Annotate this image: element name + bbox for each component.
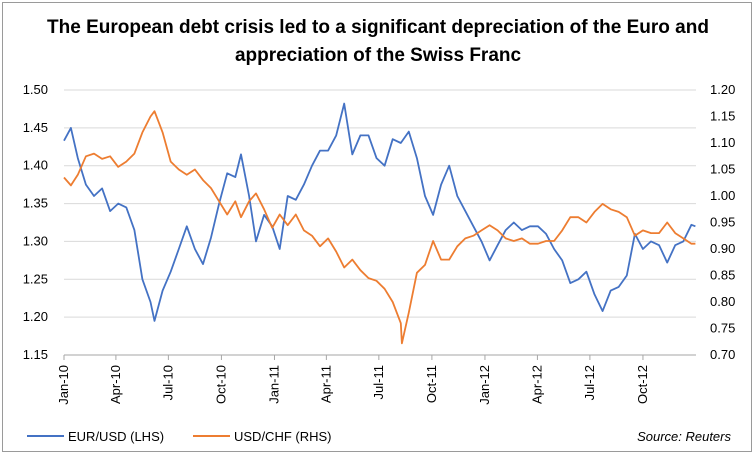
right-tick-label: 1.10: [710, 135, 735, 150]
legend-label-usdchf: USD/CHF (RHS): [234, 429, 332, 444]
x-tick-label: Oct-12: [635, 365, 650, 404]
x-tick-label: Apr-11: [318, 365, 333, 403]
left-tick-label: 1.25: [23, 271, 48, 286]
source-note: Source: Reuters: [637, 429, 731, 444]
left-tick-label: 1.20: [23, 309, 48, 324]
right-tick-label: 0.90: [710, 241, 735, 256]
series-layer: [63, 102, 696, 345]
right-axis-ticks: 0.70 0.75 0.80 0.85 0.90 0.95 1.00 1.05 1.10 1.15…: [710, 82, 735, 362]
chart-frame: [2, 2, 752, 452]
legend-label-eurusd: EUR/USD (LHS): [68, 429, 164, 444]
x-tick-label: Jan-11: [266, 365, 281, 404]
x-tick-label: Jul-10: [160, 365, 175, 400]
right-tick-label: 1.20: [710, 82, 735, 97]
right-tick-label: 0.70: [710, 347, 735, 362]
x-tick-label: Jul-11: [371, 365, 386, 399]
left-axis-ticks: 1.15 1.20 1.25 1.30 1.35 1.40 1.45 1.50: [23, 82, 48, 362]
x-tick-label: Apr-12: [529, 365, 544, 404]
left-tick-label: 1.30: [23, 233, 48, 248]
right-tick-label: 0.95: [710, 215, 735, 230]
right-tick-label: 0.85: [710, 268, 735, 283]
legend: EUR/USD (LHS) USD/CHF (RHS): [27, 429, 332, 444]
right-tick-label: 1.15: [710, 109, 735, 124]
x-tick-label: Jan-10: [56, 365, 71, 405]
series-line-eurusd: [63, 102, 696, 322]
x-tick-label: Oct-11: [424, 365, 439, 403]
left-tick-label: 1.50: [23, 82, 48, 97]
right-tick-label: 0.80: [710, 294, 735, 309]
left-tick-label: 1.45: [23, 120, 48, 135]
left-tick-label: 1.15: [23, 347, 48, 362]
chart-title: The European debt crisis led to a signif…: [47, 17, 709, 66]
right-tick-label: 0.75: [710, 321, 735, 336]
x-axis: Jan-10 Apr-10 Jul-10 Oct-10 Jan-11 Apr-11 Jul-…: [56, 354, 696, 405]
gridlines: [64, 89, 696, 318]
left-tick-label: 1.35: [23, 196, 48, 211]
series-line-usdchf: [63, 110, 696, 345]
right-tick-label: 1.00: [710, 188, 735, 203]
x-tick-label: Jan-12: [477, 365, 492, 405]
x-tick-label: Jul-12: [582, 365, 597, 400]
x-tick-label: Apr-10: [108, 365, 123, 404]
right-tick-label: 1.05: [710, 162, 735, 177]
x-tick-label: Oct-10: [213, 365, 228, 404]
left-tick-label: 1.40: [23, 158, 48, 173]
